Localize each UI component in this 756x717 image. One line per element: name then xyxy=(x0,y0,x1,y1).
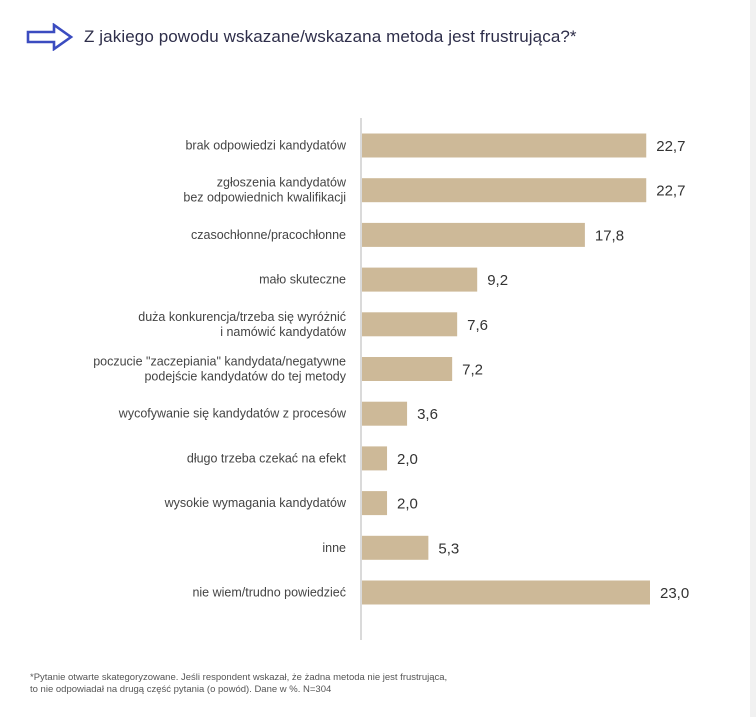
header: Z jakiego powodu wskazane/wskazana metod… xyxy=(26,22,577,52)
bar-0 xyxy=(362,133,647,158)
bar-9 xyxy=(362,535,429,560)
value-label-2: 17,8 xyxy=(595,227,624,244)
bar-10 xyxy=(362,580,650,605)
bar-2 xyxy=(362,222,585,247)
value-label-8: 2,0 xyxy=(397,496,418,513)
bar-6 xyxy=(362,401,408,426)
category-label-4-line-0: duża konkurencja/trzeba się wyróżnić xyxy=(138,310,346,324)
category-label-8: wysokie wymagania kandydatów xyxy=(164,496,347,510)
value-label-7: 2,0 xyxy=(397,451,418,468)
value-label-10: 23,0 xyxy=(660,585,689,602)
bar-3 xyxy=(362,267,478,292)
arrow-right-icon xyxy=(26,23,74,51)
category-label-1-line-1: bez odpowiednich kwalifikacji xyxy=(183,191,346,205)
category-label-5-line-1: podejście kandydatów do tej metody xyxy=(144,370,346,384)
category-label-4-line-1: i namówić kandydatów xyxy=(220,325,347,339)
footnote: *Pytanie otwarte skategoryzowane. Jeśli … xyxy=(30,672,447,696)
value-label-3: 9,2 xyxy=(487,272,508,289)
bar-7 xyxy=(362,446,388,471)
category-label-10: nie wiem/trudno powiedzieć xyxy=(192,586,346,600)
category-label-3: mało skuteczne xyxy=(259,273,346,287)
value-label-6: 3,6 xyxy=(417,406,438,423)
category-label-5-line-0: poczucie "zaczepiania" kandydata/negatyw… xyxy=(93,355,346,369)
chart-title: Z jakiego powodu wskazane/wskazana metod… xyxy=(84,27,577,46)
category-label-2: czasochłonne/pracochłonne xyxy=(191,228,346,242)
page-edge xyxy=(750,0,756,717)
bar-5 xyxy=(362,357,453,381)
category-label-0: brak odpowiedzi kandydatów xyxy=(185,139,346,153)
category-label-1-line-0: zgłoszenia kandydatów xyxy=(217,176,347,190)
footnote-line-2: to nie odpowiadał na drugą część pytania… xyxy=(30,684,332,695)
category-label-9: inne xyxy=(322,541,346,555)
bar-8 xyxy=(362,491,388,516)
value-label-1: 22,7 xyxy=(656,183,685,200)
category-label-6: wycofywanie się kandydatów z procesów xyxy=(118,407,347,421)
category-label-7: długo trzeba czekać na efekt xyxy=(187,451,347,465)
value-label-0: 22,7 xyxy=(656,138,685,155)
value-label-4: 7,6 xyxy=(467,317,488,334)
value-label-5: 7,2 xyxy=(462,362,483,379)
bar-4 xyxy=(362,312,458,337)
bar-1 xyxy=(362,178,647,203)
value-label-9: 5,3 xyxy=(438,540,459,557)
footnote-line-1: *Pytanie otwarte skategoryzowane. Jeśli … xyxy=(30,672,448,683)
